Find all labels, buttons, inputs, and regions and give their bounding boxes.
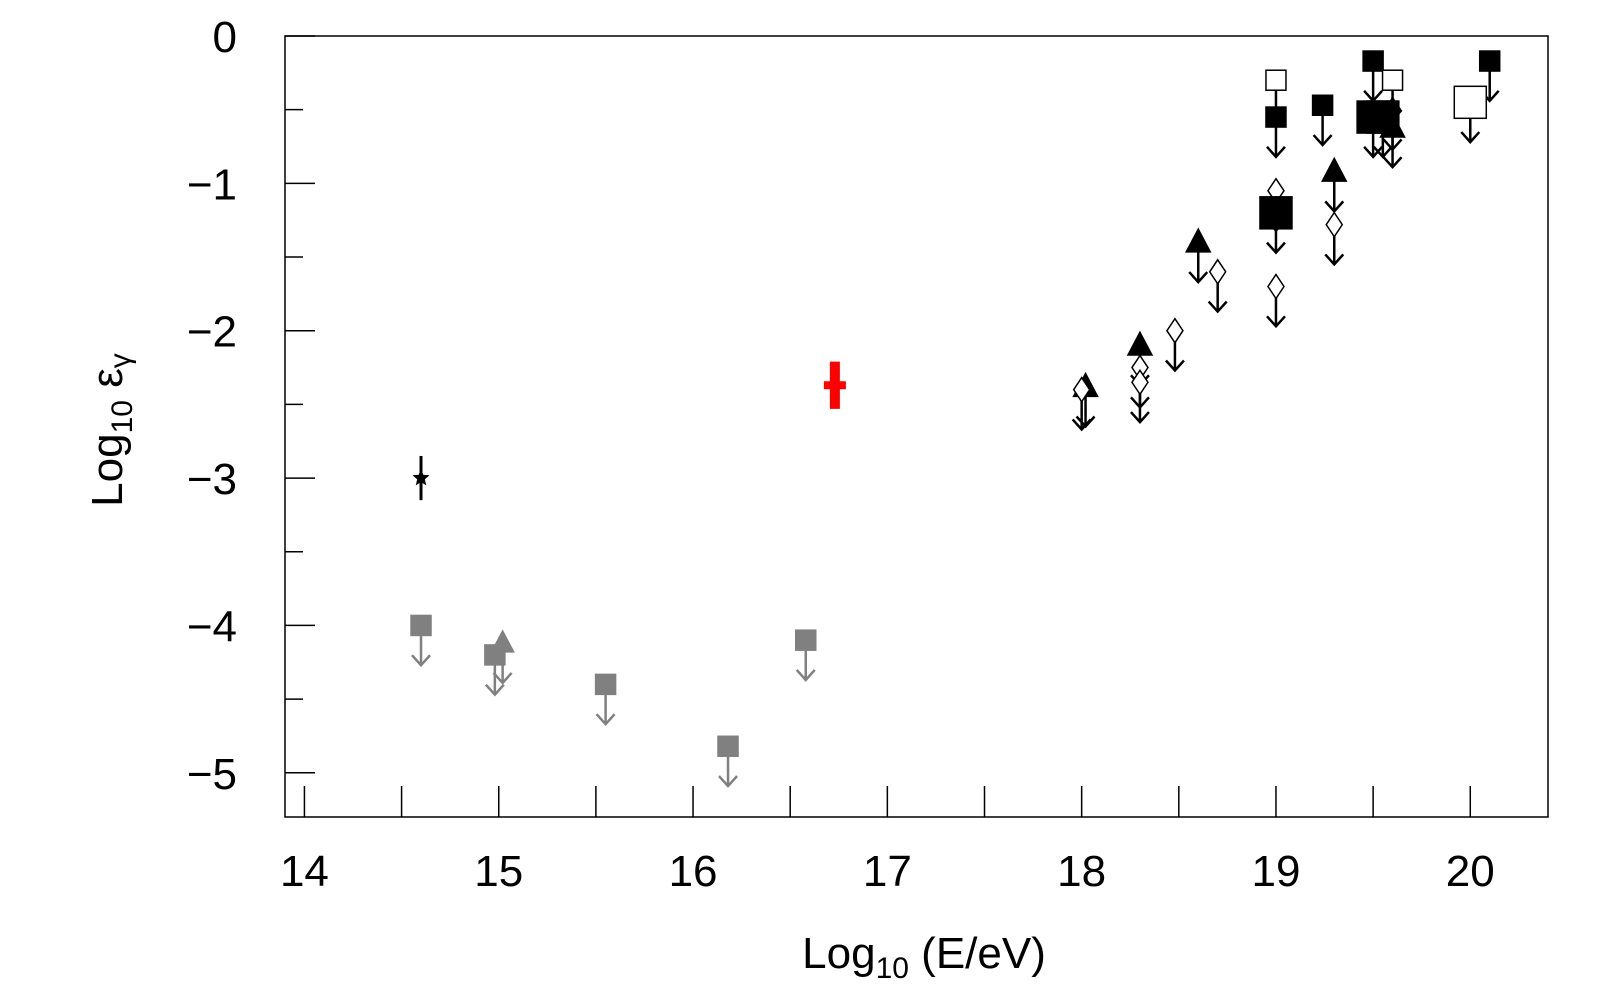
limit-arrow-head bbox=[1382, 156, 1403, 170]
limit-arrow-head bbox=[1324, 253, 1345, 267]
y-tick-label: 0 bbox=[213, 13, 237, 62]
limit-arrow-head bbox=[1382, 138, 1403, 152]
limit-arrow-head bbox=[411, 654, 431, 668]
limit-arrow-head bbox=[1363, 145, 1384, 159]
limit-arrow-head bbox=[1372, 145, 1393, 159]
x-tick-label: 19 bbox=[1251, 847, 1300, 896]
y-axis-label: Log10 εγ bbox=[83, 353, 139, 507]
data-point bbox=[1266, 273, 1286, 329]
limit-arrow-head bbox=[718, 775, 738, 788]
limit-arrow-head bbox=[1130, 411, 1150, 424]
limit-arrow-head bbox=[492, 672, 513, 685]
data-point bbox=[1362, 50, 1384, 103]
marker bbox=[717, 735, 739, 758]
data-point bbox=[717, 735, 739, 788]
y-tick-label: −5 bbox=[187, 750, 237, 799]
limit-arrow-head bbox=[1071, 418, 1092, 432]
data-point bbox=[410, 614, 432, 668]
limit-arrow-head bbox=[1266, 109, 1286, 122]
data-point bbox=[1321, 156, 1348, 214]
x-tick-label: 14 bbox=[280, 847, 329, 896]
limit-arrow-head bbox=[1188, 271, 1209, 284]
data-point bbox=[1071, 376, 1092, 432]
marker bbox=[1381, 69, 1404, 91]
y-tick-label: −4 bbox=[187, 602, 237, 651]
limit-arrow-head bbox=[1207, 300, 1228, 314]
limit-arrow-head bbox=[1165, 359, 1185, 373]
x-axis-label: Log10 (E/eV) bbox=[802, 929, 1046, 985]
data-point bbox=[1259, 196, 1293, 255]
data-point bbox=[1265, 69, 1287, 122]
marker bbox=[1325, 211, 1344, 238]
x-tick-label: 17 bbox=[863, 847, 912, 896]
marker bbox=[1166, 317, 1184, 345]
y-tick-label: −3 bbox=[187, 455, 237, 504]
x-tick-label: 18 bbox=[1057, 847, 1106, 896]
data-point bbox=[1207, 258, 1228, 314]
data-point bbox=[1165, 317, 1185, 373]
marker bbox=[1126, 330, 1154, 356]
marker bbox=[823, 381, 846, 390]
y-tick-label: −1 bbox=[187, 160, 237, 209]
x-tick-label: 15 bbox=[474, 847, 523, 896]
data-point bbox=[594, 673, 617, 727]
limit-arrow-head bbox=[1266, 145, 1286, 159]
marker bbox=[1185, 227, 1212, 253]
data-point bbox=[490, 629, 515, 685]
x-tick-label: 20 bbox=[1446, 847, 1495, 896]
marker bbox=[1208, 258, 1227, 286]
data-point bbox=[1324, 211, 1345, 267]
marker bbox=[1072, 376, 1091, 404]
marker bbox=[1321, 156, 1348, 182]
marker bbox=[1131, 368, 1149, 396]
y-tick-label: −2 bbox=[187, 308, 237, 357]
data-point bbox=[1185, 227, 1212, 284]
marker bbox=[410, 614, 432, 637]
data-point bbox=[823, 361, 846, 409]
limit-arrow-head bbox=[1312, 134, 1333, 147]
limit-arrow-head bbox=[1460, 131, 1481, 144]
data-point bbox=[1311, 94, 1334, 147]
data-point bbox=[1072, 371, 1099, 429]
marker bbox=[1478, 50, 1501, 72]
marker bbox=[412, 469, 430, 486]
limit-arrow-head bbox=[484, 683, 505, 697]
data-point bbox=[1130, 368, 1150, 424]
marker bbox=[1265, 69, 1287, 91]
limit-arrow-head bbox=[795, 669, 816, 682]
x-tick-label: 16 bbox=[669, 847, 718, 896]
plot-frame bbox=[284, 35, 1549, 818]
marker bbox=[1311, 94, 1334, 117]
marker bbox=[794, 629, 817, 651]
marker bbox=[490, 629, 515, 653]
limit-arrow-head bbox=[1266, 241, 1286, 255]
data-point bbox=[794, 629, 817, 682]
data-point bbox=[412, 455, 430, 501]
limit-arrow-head bbox=[1382, 109, 1403, 122]
marker bbox=[1453, 85, 1488, 120]
marker bbox=[1259, 196, 1293, 230]
limit-arrow-head bbox=[595, 713, 616, 727]
marker bbox=[1362, 50, 1384, 72]
data-point bbox=[1381, 69, 1404, 122]
limit-arrow-head bbox=[1266, 315, 1286, 329]
marker bbox=[594, 673, 617, 696]
data-point bbox=[1453, 85, 1488, 144]
marker bbox=[1267, 273, 1285, 300]
